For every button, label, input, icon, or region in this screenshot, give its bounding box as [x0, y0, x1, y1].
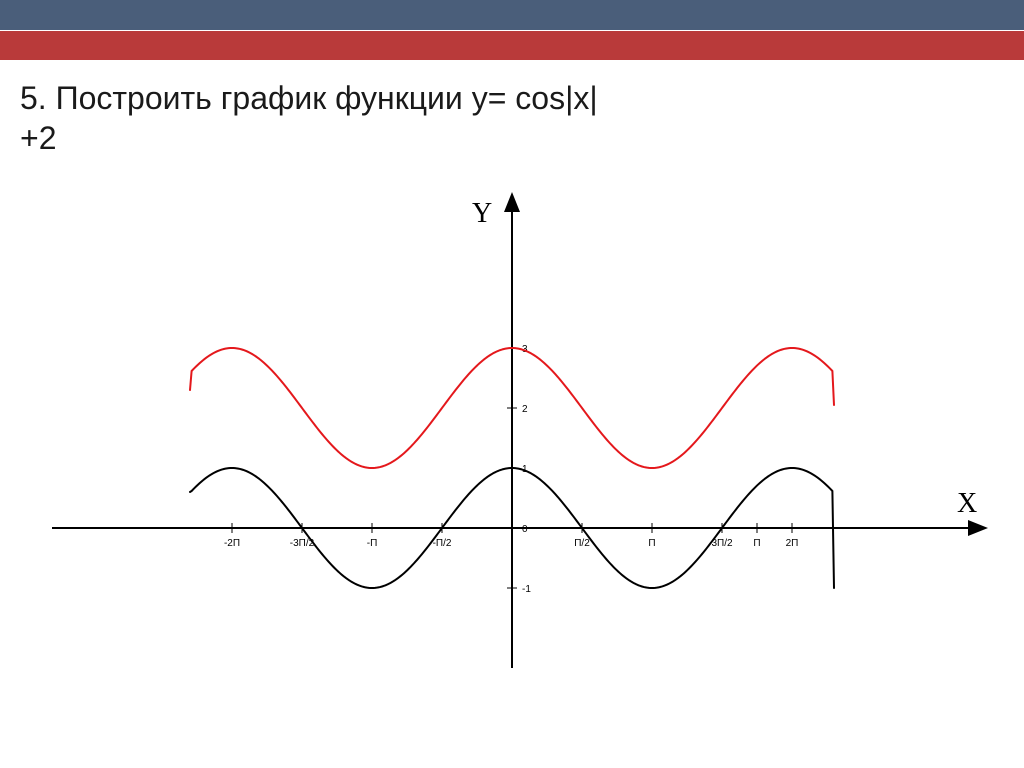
header-bar	[0, 0, 1024, 60]
y-tick-label: 0	[522, 524, 528, 535]
chart-svg: -2П-3П/2-П-П/2П/2П3П/2П2П-10123	[32, 188, 992, 688]
x-tick-label: П/2	[574, 538, 590, 549]
x-axis-label: X	[957, 488, 977, 520]
y-tick-label: 2	[522, 404, 528, 415]
title-line2: +2	[20, 118, 1004, 158]
x-tick-label: -П	[367, 538, 378, 549]
y-axis-label: Y	[472, 198, 492, 230]
y-tick-label: -1	[522, 584, 531, 595]
x-tick-label: 3П/2	[711, 538, 733, 549]
header-accent-bottom	[0, 30, 1024, 60]
chart: -2П-3П/2-П-П/2П/2П3П/2П2П-10123 Y X	[32, 188, 992, 688]
x-tick-label: -П/2	[433, 538, 452, 549]
x-tick-label: П	[753, 538, 760, 549]
x-tick-label: П	[648, 538, 655, 549]
x-tick-label: -2П	[224, 538, 240, 549]
x-tick-label: 2П	[786, 538, 799, 549]
header-accent-top	[0, 0, 1024, 30]
title-line1: 5. Построить график функции y= cos|x|	[20, 78, 1004, 118]
title-area: 5. Построить график функции y= cos|x| +2	[0, 60, 1024, 168]
